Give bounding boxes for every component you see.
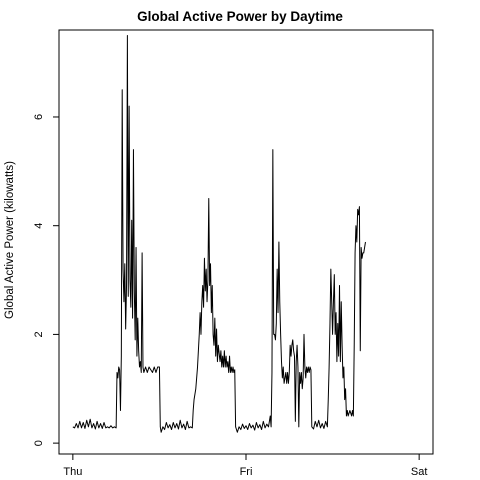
x-axis: Thu Fri Sat xyxy=(63,454,427,478)
chart-title: Global Active Power by Daytime xyxy=(137,9,343,24)
y-tick-label-3: 6 xyxy=(33,114,45,120)
x-tick-label-2: Sat xyxy=(411,466,428,478)
x-tick-label-1: Fri xyxy=(240,466,253,478)
series-line-global-active-power xyxy=(72,34,366,433)
y-tick-label-0: 0 xyxy=(33,440,45,446)
x-tick-label-0: Thu xyxy=(63,466,82,478)
plot-frame xyxy=(58,29,434,455)
y-axis-label: Global Active Power (kilowatts) xyxy=(4,161,16,319)
y-axis: 0 2 4 6 xyxy=(33,114,59,446)
y-tick-label-1: 2 xyxy=(33,331,45,337)
y-tick-label-2: 4 xyxy=(33,223,45,229)
